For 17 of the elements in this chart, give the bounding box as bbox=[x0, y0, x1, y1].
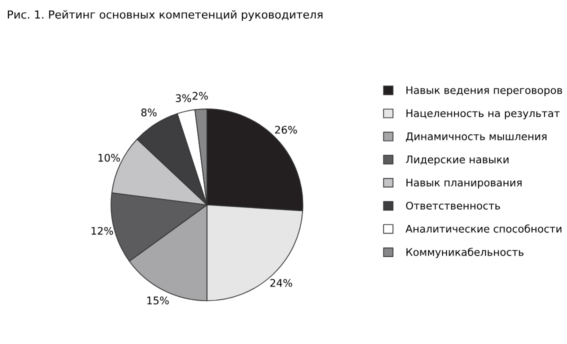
chart-title: Рис. 1. Рейтинг основных компетенций руководителя bbox=[8, 10, 322, 21]
legend-label: Нацеленность на результат bbox=[406, 109, 560, 120]
data-label: 8% bbox=[141, 108, 157, 116]
legend-label: Динамичность мышления bbox=[406, 132, 546, 142]
legend-label: Навык планирования bbox=[406, 178, 522, 189]
data-label: 12% bbox=[92, 226, 114, 235]
legend-label: Лидерские навыки bbox=[406, 156, 508, 166]
legend-label: Навык ведения переговоров bbox=[406, 86, 562, 96]
data-label: 15% bbox=[147, 296, 169, 304]
legend-label: Коммуникабельность bbox=[406, 248, 524, 258]
data-label: 2% bbox=[192, 92, 208, 100]
legend-label: Ответственность bbox=[406, 202, 500, 210]
data-label: 3% bbox=[176, 94, 192, 102]
data-label: 26% bbox=[275, 126, 297, 134]
data-label: 10% bbox=[98, 154, 120, 162]
data-label: 24% bbox=[270, 278, 292, 287]
legend-label: Аналитические способности bbox=[406, 224, 562, 233]
